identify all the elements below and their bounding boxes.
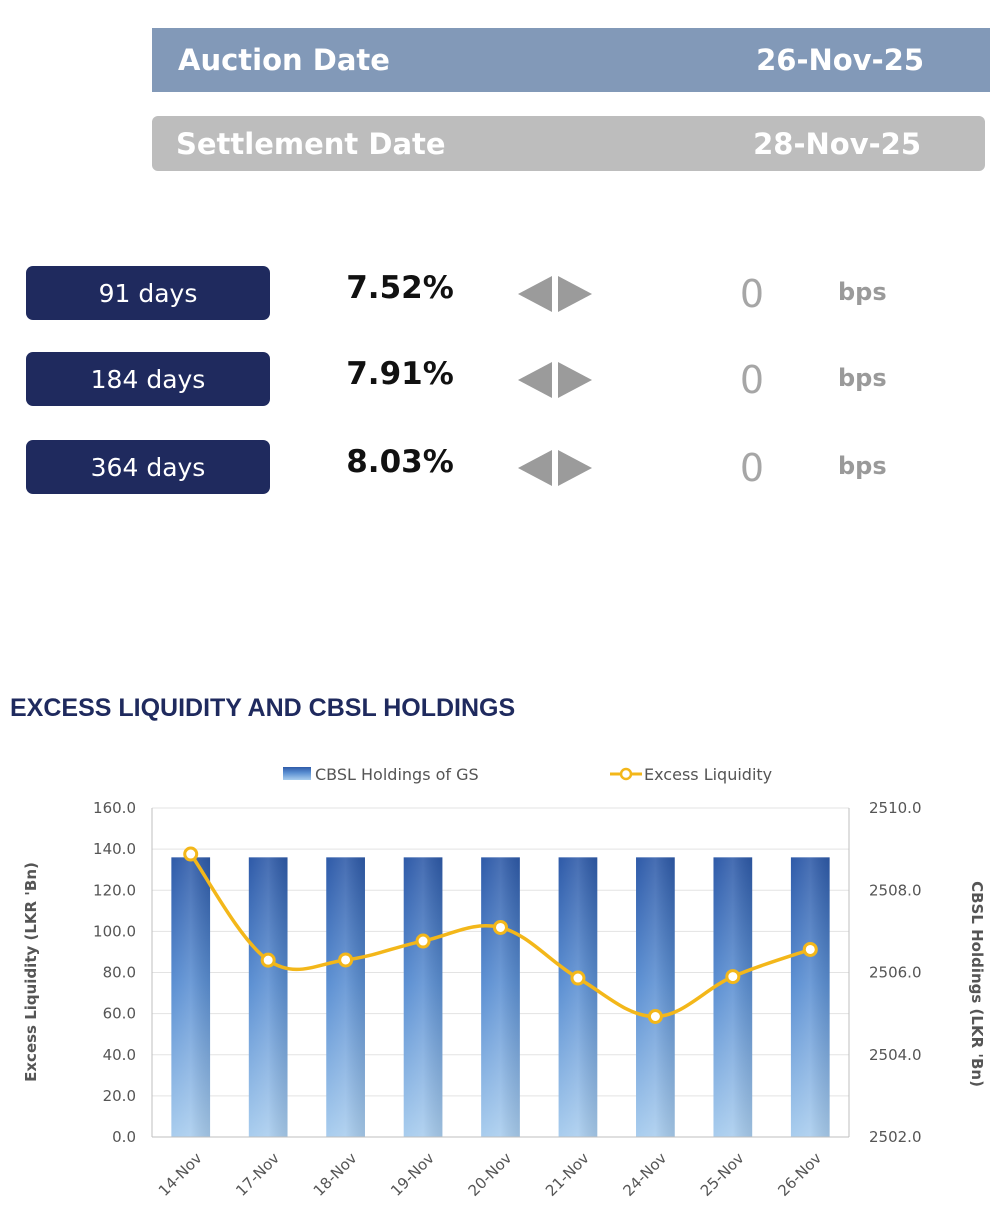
settlement-date-label: Settlement Date xyxy=(176,126,446,161)
bar-shading xyxy=(790,857,830,1137)
y-tick-label: 140.0 xyxy=(93,840,136,858)
bar-shading xyxy=(481,857,520,1137)
y2-tick-label: 2508.0 xyxy=(869,881,922,899)
bar-shading xyxy=(248,857,288,1137)
rate-row-184: 184 days 7.91% 0 bps xyxy=(0,352,1000,408)
excess-liquidity-point xyxy=(647,1009,663,1025)
settlement-date-value: 28-Nov-25 xyxy=(753,126,921,161)
excess-liquidity-point xyxy=(338,952,354,968)
bps-unit: bps xyxy=(838,364,887,392)
legend-bar-label: CBSL Holdings of GS xyxy=(315,765,479,784)
unchanged-arrows-icon xyxy=(518,362,592,398)
bps-change: 0 xyxy=(739,272,765,316)
y2-tick-label: 2504.0 xyxy=(869,1046,922,1064)
y2-tick-label: 2510.0 xyxy=(869,799,922,817)
tenor-label: 91 days xyxy=(26,266,270,320)
excess-liquidity-point xyxy=(260,952,276,968)
bar-shading xyxy=(713,857,753,1137)
x-tick-label: 21-Nov xyxy=(542,1149,593,1200)
excess-liquidity-point xyxy=(802,941,818,957)
unchanged-arrows-icon xyxy=(518,450,592,486)
tenor-label: 184 days xyxy=(26,352,270,406)
y-tick-label: 160.0 xyxy=(93,799,136,817)
y-tick-label: 80.0 xyxy=(103,964,136,982)
auction-date-label: Auction Date xyxy=(178,43,390,77)
x-tick-label: 14-Nov xyxy=(155,1149,206,1200)
bar-shading xyxy=(326,857,365,1137)
x-tick-label: 20-Nov xyxy=(465,1149,516,1200)
y-axis-title: Excess Liquidity (LKR 'Bn) xyxy=(22,862,40,1082)
bps-change: 0 xyxy=(739,358,765,402)
y2-tick-label: 2506.0 xyxy=(869,964,922,982)
chart-legend: CBSL Holdings of GS Excess Liquidity xyxy=(283,765,772,784)
legend-line-label: Excess Liquidity xyxy=(644,765,772,784)
excess-liquidity-point xyxy=(493,919,508,935)
rate-row-364: 364 days 8.03% 0 bps xyxy=(0,440,1000,496)
excess-liquidity-point xyxy=(570,970,586,986)
y-tick-label: 120.0 xyxy=(93,881,136,899)
auction-date-value: 26-Nov-25 xyxy=(756,43,924,77)
y-tick-label: 40.0 xyxy=(103,1046,136,1064)
tenor-label: 364 days xyxy=(26,440,270,494)
bps-change: 0 xyxy=(739,446,765,490)
y-tick-label: 60.0 xyxy=(103,1005,136,1023)
yield-rate: 7.91% xyxy=(346,356,454,392)
legend-line-marker xyxy=(619,767,633,781)
excess-liquidity-point xyxy=(415,933,431,949)
bps-unit: bps xyxy=(838,278,887,306)
x-tick-label: 24-Nov xyxy=(619,1149,670,1200)
x-tick-label: 17-Nov xyxy=(232,1149,283,1200)
yield-rate: 8.03% xyxy=(346,444,454,480)
y-tick-label: 0.0 xyxy=(112,1128,136,1146)
bps-unit: bps xyxy=(838,452,887,480)
excess-liquidity-point xyxy=(183,846,199,862)
x-tick-label: 25-Nov xyxy=(697,1149,748,1200)
legend-bar-swatch xyxy=(283,767,311,780)
x-tick-label: 26-Nov xyxy=(774,1149,825,1200)
excess-liquidity-point xyxy=(725,969,741,985)
x-tick-label: 19-Nov xyxy=(387,1149,438,1200)
unchanged-arrows-icon xyxy=(518,276,592,312)
bar-shading xyxy=(636,857,675,1137)
y2-axis-title: CBSL Holdings (LKR 'Bn) xyxy=(968,881,986,1087)
x-tick-label: 18-Nov xyxy=(310,1149,361,1200)
yield-rate: 7.52% xyxy=(346,270,454,306)
liquidity-chart: CBSL Holdings of GS Excess Liquidity 0.0… xyxy=(22,765,986,1200)
y-tick-label: 20.0 xyxy=(103,1087,136,1105)
auction-date-bar: Auction Date 26-Nov-25 xyxy=(152,28,990,92)
bar-shading xyxy=(403,857,443,1137)
rate-row-91: 91 days 7.52% 0 bps xyxy=(0,266,1000,322)
bar-shading xyxy=(171,857,211,1137)
settlement-date-bar: Settlement Date 28-Nov-25 xyxy=(152,116,985,171)
y2-tick-label: 2502.0 xyxy=(869,1128,922,1146)
chart-title: EXCESS LIQUIDITY AND CBSL HOLDINGS xyxy=(10,694,516,722)
y-tick-label: 100.0 xyxy=(93,922,136,940)
bar-shading xyxy=(558,857,598,1137)
